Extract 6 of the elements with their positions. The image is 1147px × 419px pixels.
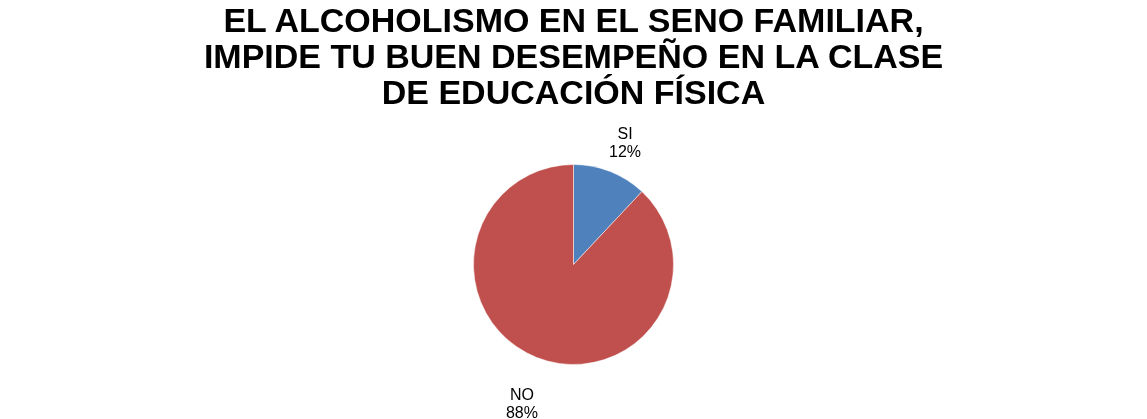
chart-title: EL ALCOHOLISMO EN EL SENO FAMILIAR, IMPIDE TU BUEN DESEMPEÑO EN LA CLASE DE EDUCACIÓN FÍSICA [203, 1, 944, 111]
slice-label: NO [509, 385, 534, 403]
data-label: 12% [609, 143, 642, 161]
data-label: 88% [505, 403, 538, 419]
pie-slice [473, 164, 674, 365]
slice-label: SI [617, 125, 633, 143]
